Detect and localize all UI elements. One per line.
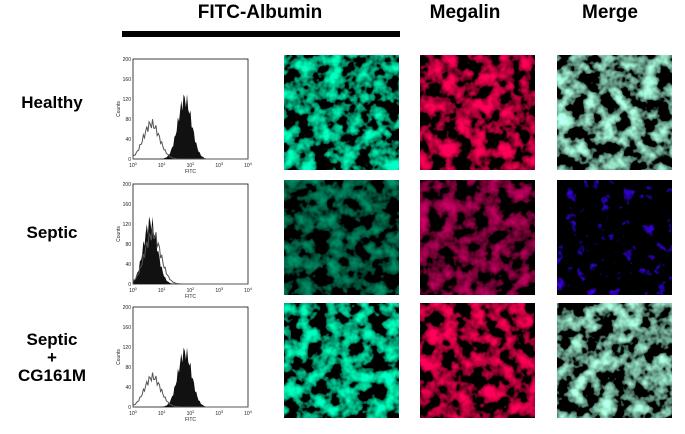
microscopy-texture <box>420 55 535 170</box>
y-tick-label: 80 <box>125 242 131 248</box>
x-tick-label: 102 <box>187 161 196 169</box>
y-axis-title: Counts <box>116 101 122 117</box>
histogram-filled <box>133 216 248 284</box>
x-tick-label: 101 <box>158 286 167 294</box>
y-tick-label: 80 <box>125 117 131 123</box>
y-tick-label: 120 <box>123 222 132 228</box>
y-tick-label: 40 <box>125 137 131 143</box>
y-tick-label: 0 <box>128 282 131 288</box>
x-tick-label: 101 <box>158 409 167 417</box>
microscopy-texture <box>557 303 672 418</box>
x-tick-label: 104 <box>244 161 253 169</box>
microscopy-texture <box>420 180 535 295</box>
x-axis-title: FITC <box>185 417 196 423</box>
histogram-outline <box>132 119 248 160</box>
row-label: Healthy <box>21 93 83 112</box>
histogram-filled <box>133 347 248 407</box>
x-tick-label: 103 <box>215 286 224 294</box>
y-tick-label: 160 <box>123 325 132 331</box>
y-tick-label: 40 <box>125 262 131 268</box>
y-tick-label: 0 <box>128 157 131 163</box>
x-tick-label: 100 <box>129 286 138 294</box>
x-tick-label: 102 <box>187 409 196 417</box>
x-tick-label: 104 <box>244 409 253 417</box>
x-axis-title: FITC <box>185 294 196 300</box>
histogram-outline <box>132 226 248 285</box>
x-tick-label: 103 <box>215 161 224 169</box>
y-tick-label: 160 <box>123 202 132 208</box>
x-tick-label: 101 <box>158 161 167 169</box>
x-tick-label: 100 <box>129 409 138 417</box>
y-axis-title: Counts <box>116 226 122 242</box>
y-tick-label: 200 <box>123 305 132 311</box>
histogram-outline <box>132 372 248 408</box>
y-tick-label: 120 <box>123 345 132 351</box>
microscopy-texture <box>284 180 399 295</box>
x-axis-title: FITC <box>185 169 196 175</box>
x-tick-label: 100 <box>129 161 138 169</box>
x-tick-label: 103 <box>215 409 224 417</box>
column-header: Megalin <box>430 2 501 23</box>
microscopy-texture <box>420 303 535 418</box>
microscopy-texture <box>284 55 399 170</box>
y-tick-label: 200 <box>123 57 132 63</box>
row-label: CG161M <box>18 366 86 385</box>
microscopy-texture <box>557 180 672 295</box>
y-tick-label: 80 <box>125 365 131 371</box>
y-tick-label: 160 <box>123 77 132 83</box>
y-tick-label: 120 <box>123 97 132 103</box>
microscopy-texture <box>284 303 399 418</box>
column-header: FITC-Albumin <box>198 2 323 23</box>
y-axis-title: Counts <box>116 349 122 365</box>
row-label: + <box>47 348 57 367</box>
header-bar <box>122 31 400 37</box>
x-tick-label: 104 <box>244 286 253 294</box>
y-tick-label: 200 <box>123 182 132 188</box>
row-label: Septic <box>26 223 77 242</box>
histogram-filled <box>133 94 248 159</box>
row-label: Septic <box>26 330 77 349</box>
x-tick-label: 102 <box>187 286 196 294</box>
column-header: Merge <box>582 2 638 23</box>
y-tick-label: 0 <box>128 405 131 411</box>
y-tick-label: 40 <box>125 385 131 391</box>
microscopy-texture <box>557 55 672 170</box>
